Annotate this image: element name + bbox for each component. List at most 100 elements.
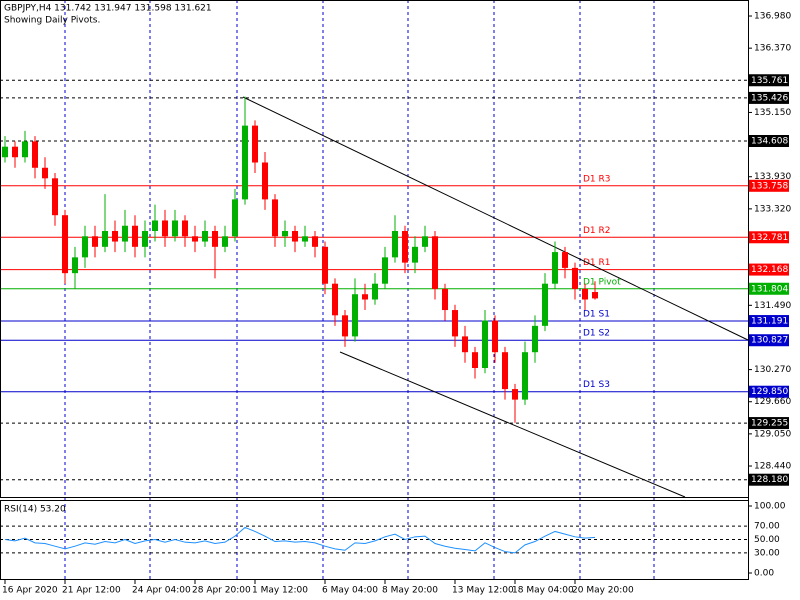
candle-body [362, 294, 368, 300]
level-box-bg [749, 315, 789, 328]
level-value: 133.758 [751, 181, 788, 191]
candle-body [62, 215, 68, 274]
level-box: 132.781 [749, 231, 789, 244]
level-text: D1 S2 [583, 329, 610, 339]
candle-body [2, 146, 8, 158]
level-value: 134.608 [751, 137, 788, 147]
candle-body [102, 231, 108, 247]
x-tick-label: 20 May 20:00 [572, 586, 634, 596]
rsi-tick-label: 30.00 [754, 548, 780, 558]
level-box: 131.191 [749, 315, 789, 328]
candle-body [542, 283, 548, 326]
candle-body [422, 236, 428, 247]
level-box: 131.804 [749, 282, 789, 295]
candle-body [282, 231, 288, 237]
level-text: D1 R3 [583, 174, 611, 184]
y-tick-label: 135.150 [754, 108, 791, 118]
candle-body [402, 231, 408, 263]
level-box-bg [749, 334, 789, 347]
candle-body [412, 246, 418, 263]
level-box-bg [749, 385, 789, 398]
level-value: 130.827 [751, 336, 788, 346]
candle-body [262, 162, 268, 200]
y-tick-label: 129.050 [754, 429, 791, 439]
candle-body [292, 231, 298, 242]
level-value: 132.781 [751, 233, 788, 243]
level-text: D1 S3 [583, 380, 610, 390]
y-tick-label: 136.370 [754, 44, 791, 54]
y-tick-label: 133.930 [754, 172, 791, 182]
candle-body [512, 389, 518, 400]
candle-body [242, 125, 248, 200]
candle-body [372, 283, 378, 300]
candle-body [552, 252, 558, 284]
rsi-tick-label: 0.00 [754, 568, 774, 578]
level-box-bg [749, 74, 789, 87]
candle-body [392, 231, 398, 258]
candle-body [462, 336, 468, 353]
level-box-bg [749, 231, 789, 244]
candle-body [192, 236, 198, 242]
candle-body [482, 320, 488, 369]
candle-body [142, 231, 148, 247]
candle-body [82, 236, 88, 258]
x-tick-label: 21 Apr 12:00 [62, 586, 121, 596]
chart-subtitle: Showing Daily Pivots. [4, 16, 100, 26]
candle-body [172, 220, 178, 237]
candle-body [52, 178, 58, 216]
channel-lower [339, 351, 686, 498]
level-box: 128.180 [749, 473, 789, 486]
candle-body [562, 252, 568, 268]
candle-body [112, 231, 118, 242]
candle-body [22, 141, 28, 158]
candle-body [572, 267, 578, 289]
level-value: 128.180 [751, 475, 788, 485]
level-text: D1 S1 [583, 310, 610, 320]
level-box: 134.608 [749, 135, 789, 148]
y-tick-label: 136.980 [754, 12, 791, 22]
level-box: 129.850 [749, 385, 789, 398]
level-text: D1 Pivot [583, 277, 621, 287]
candles [2, 96, 598, 423]
candle-body [532, 325, 538, 353]
rsi-tick-label: 70.00 [754, 522, 780, 532]
level-box: 135.761 [749, 74, 789, 87]
candle-body [582, 288, 588, 300]
candle-body [182, 220, 188, 237]
level-box: 130.827 [749, 334, 789, 347]
candle-body [382, 257, 388, 284]
candle-body [492, 320, 498, 353]
candle-body [12, 146, 18, 158]
candle-body [522, 352, 528, 400]
candle-body [132, 225, 138, 247]
level-box-bg [749, 473, 789, 486]
x-tick-label: 6 May 04:00 [322, 586, 378, 596]
candle-body [302, 236, 308, 242]
level-text: D1 R1 [583, 258, 611, 268]
y-tick-label: 130.270 [754, 365, 791, 375]
rsi-tick-label: 100.00 [754, 502, 786, 512]
candle-body [352, 294, 358, 337]
level-box: 129.255 [749, 417, 789, 430]
level-box-bg [749, 282, 789, 295]
level-box-bg [749, 179, 789, 192]
candle-body [332, 283, 338, 316]
y-tick-label: 128.440 [754, 462, 791, 472]
level-value: 132.168 [751, 265, 788, 275]
level-box-bg [749, 91, 789, 104]
level-value: 131.191 [751, 317, 788, 327]
vertical-grid [64, 0, 655, 580]
chart-title: GBPJPY,H4 131.742 131.947 131.598 131.62… [4, 4, 212, 14]
rsi-tick-label: 50.00 [754, 535, 780, 545]
x-tick-label: 24 Apr 04:00 [132, 586, 191, 596]
candle-body [72, 257, 78, 274]
candle-body [442, 288, 448, 311]
level-box: 135.426 [749, 91, 789, 104]
level-box-bg [749, 417, 789, 430]
rsi-title: RSI(14) 53.20 [4, 505, 66, 515]
candle-body [592, 292, 598, 299]
rsi-line [4, 526, 596, 554]
level-box-bg [749, 135, 789, 148]
rsi-panel: 100.00 70.00 50.00 30.00 0.00 [0, 502, 786, 578]
